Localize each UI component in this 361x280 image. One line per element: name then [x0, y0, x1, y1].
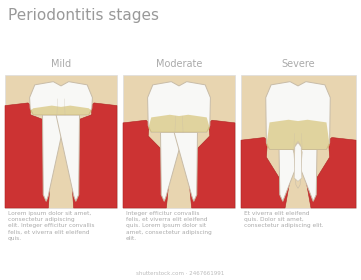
Text: Mild: Mild [51, 59, 71, 69]
Polygon shape [294, 141, 302, 188]
Polygon shape [148, 115, 210, 132]
Polygon shape [161, 132, 184, 201]
Polygon shape [266, 120, 330, 150]
Polygon shape [62, 103, 117, 208]
Polygon shape [123, 120, 178, 208]
Polygon shape [148, 82, 210, 132]
Text: Lorem ipsum dolor sit amet,
consectetur adipiscing
elit. Integer efficitur conva: Lorem ipsum dolor sit amet, consectetur … [8, 211, 95, 241]
Text: Integer efficitur convallis
felis, et viverra elit eleifend
quis. Lorem ipsum do: Integer efficitur convallis felis, et vi… [126, 211, 212, 241]
Bar [123, 75, 235, 208]
Polygon shape [241, 137, 297, 208]
Polygon shape [5, 103, 60, 208]
Polygon shape [56, 115, 79, 201]
Polygon shape [279, 150, 303, 201]
Polygon shape [294, 143, 302, 181]
Polygon shape [180, 120, 235, 208]
Polygon shape [174, 132, 197, 201]
Polygon shape [43, 115, 66, 201]
Text: Moderate: Moderate [156, 59, 202, 69]
Text: Periodontitis stages: Periodontitis stages [8, 8, 159, 23]
Text: shutterstock.com · 2467661991: shutterstock.com · 2467661991 [136, 271, 224, 276]
Polygon shape [266, 82, 330, 150]
Text: Et viverra elit eleifend
quis. Dolor sit amet,
consectetur adipiscing elit.: Et viverra elit eleifend quis. Dolor sit… [244, 211, 323, 228]
Polygon shape [30, 82, 92, 115]
Polygon shape [299, 137, 356, 208]
Text: Severe: Severe [281, 59, 315, 69]
Bar [5, 75, 117, 208]
Polygon shape [30, 106, 92, 115]
Polygon shape [293, 150, 317, 201]
Bar [241, 75, 356, 208]
